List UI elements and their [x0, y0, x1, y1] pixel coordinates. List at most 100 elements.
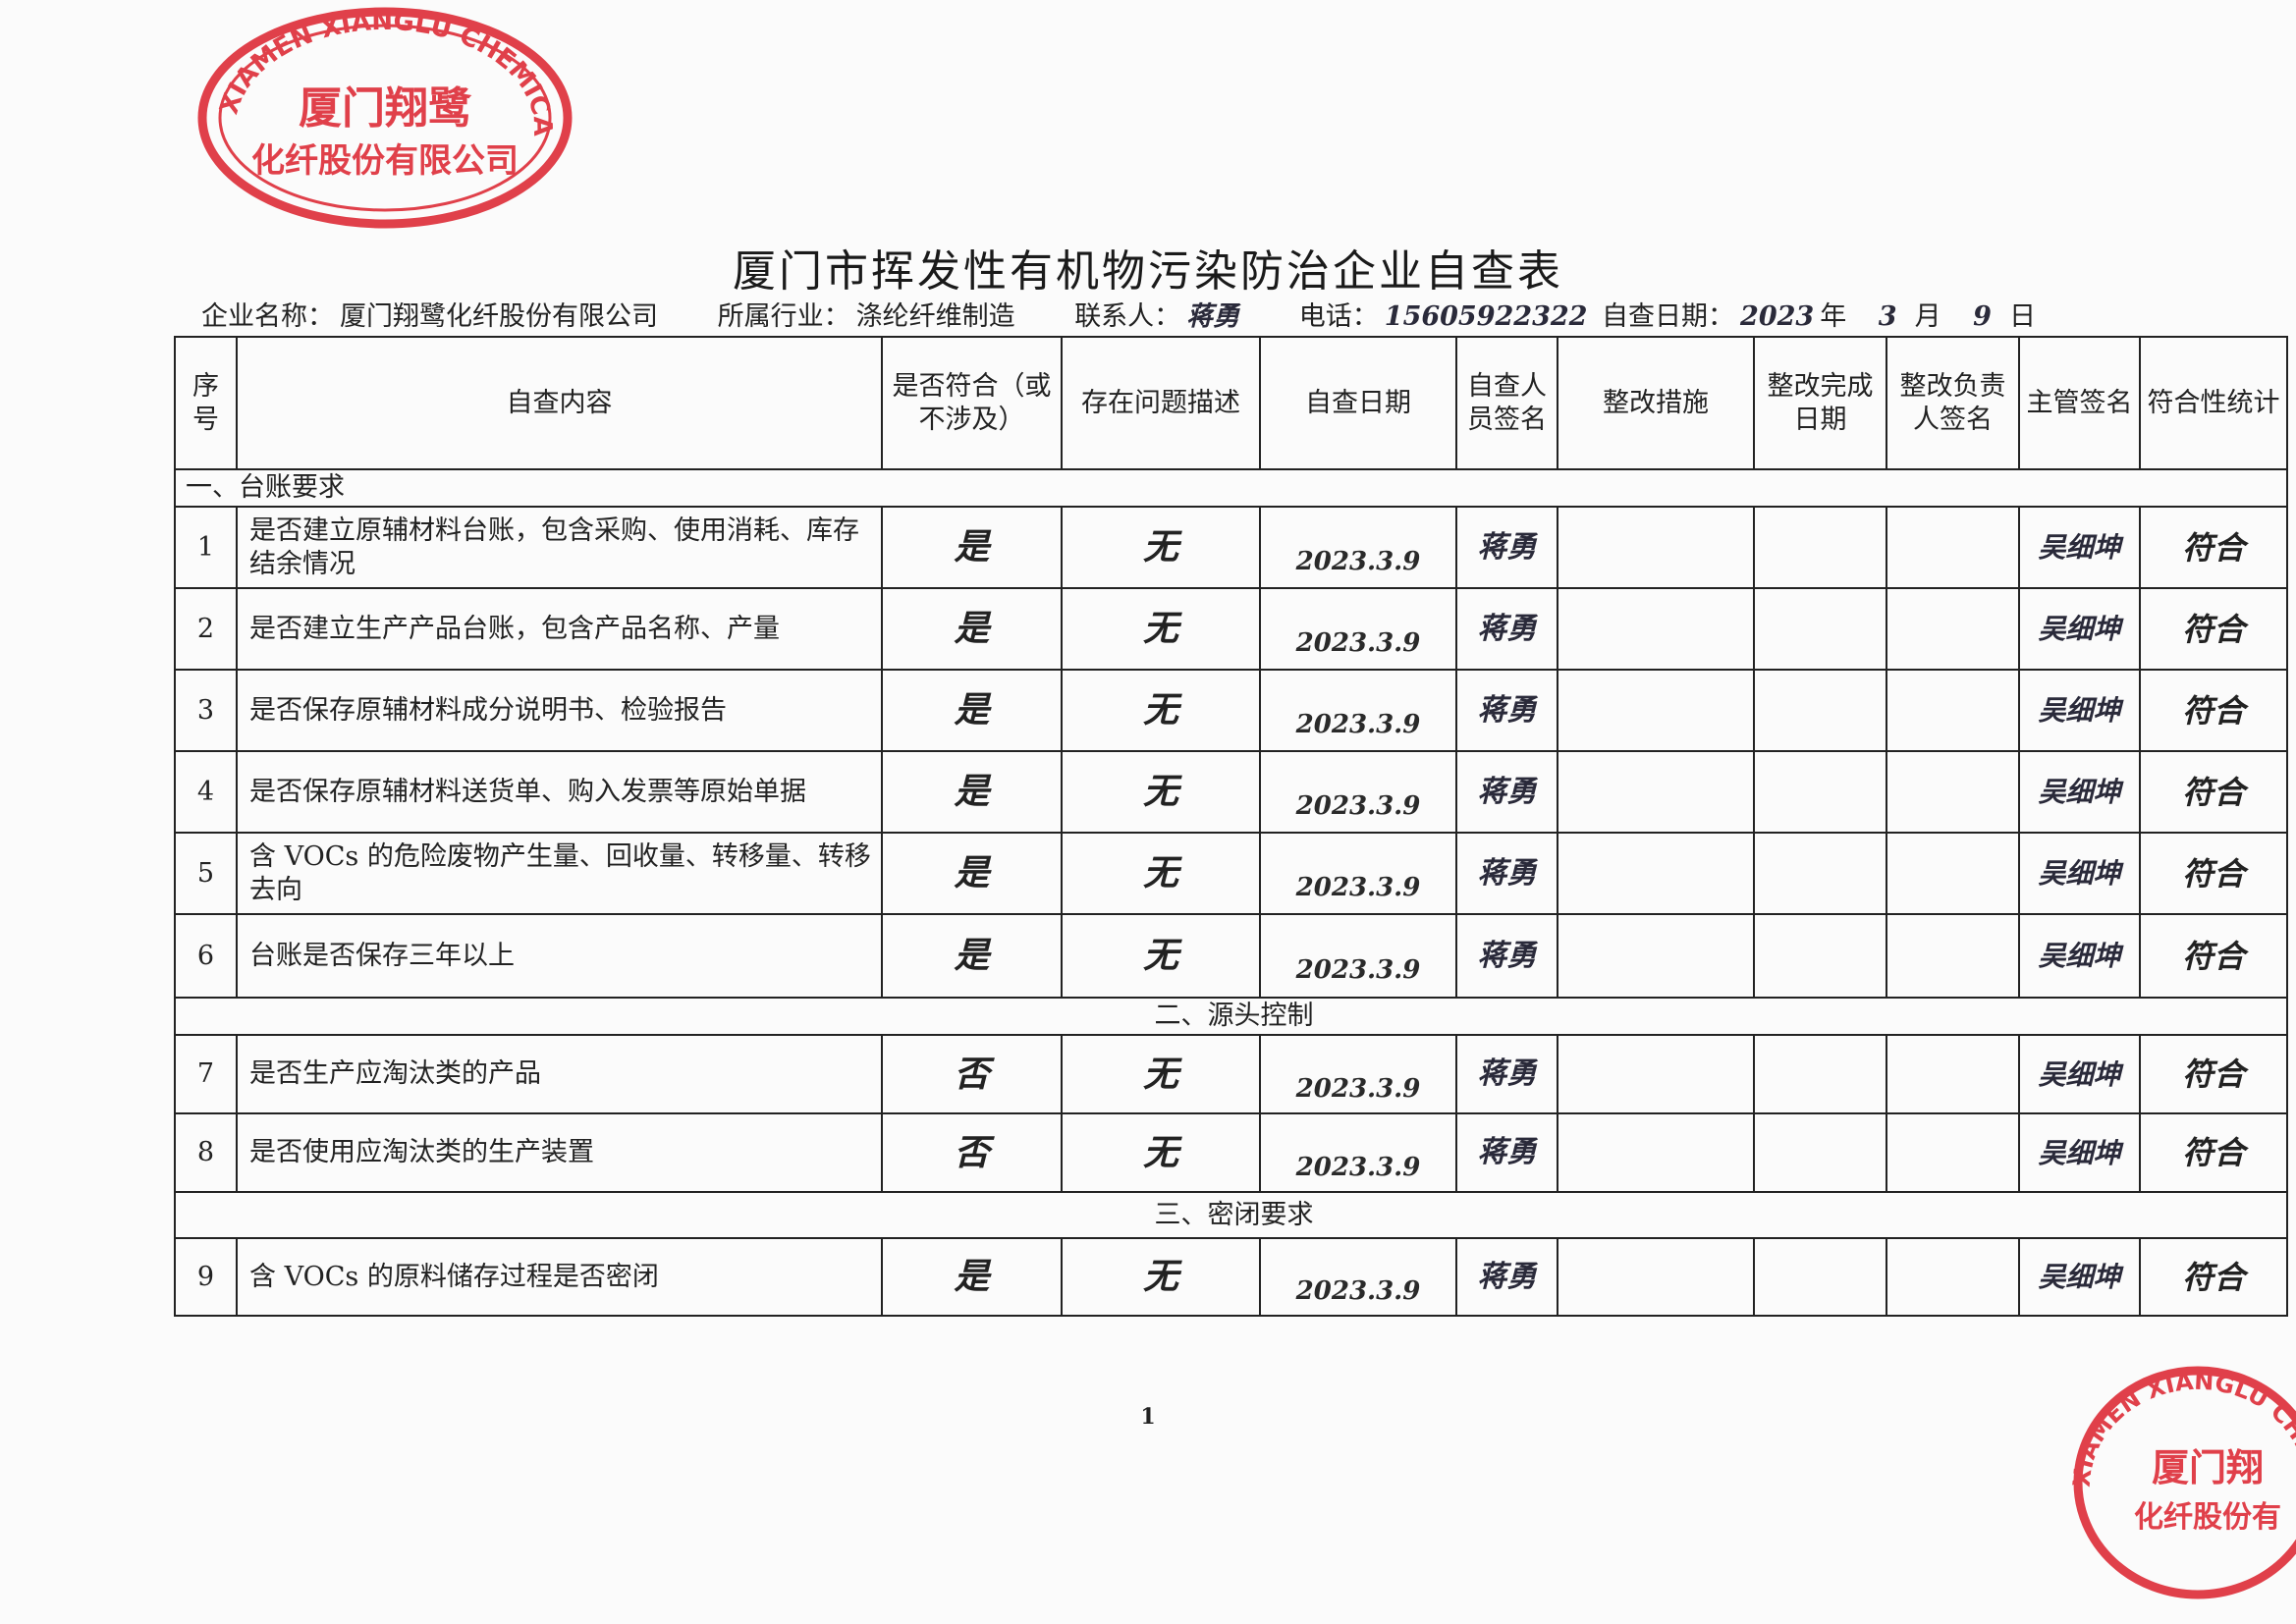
supervisor-signature: 吴细坤	[2018, 832, 2141, 915]
industry-label: 所属行业：	[717, 301, 850, 332]
rectify-complete-date[interactable]	[1753, 587, 1887, 671]
compliance-stat: 符合	[2139, 1112, 2288, 1193]
header-col-owner: 整改负责人签名	[1886, 336, 2020, 470]
item-content: 是否建立原辅材料台账，包含采购、使用消耗、库存结余情况	[236, 506, 883, 589]
compliance-stat: 符合	[2139, 587, 2288, 671]
compliance-stat: 符合	[2139, 669, 2288, 752]
header-col-issue: 存在问题描述	[1061, 336, 1261, 470]
supervisor-signature: 吴细坤	[2018, 913, 2141, 999]
row-number: 8	[174, 1112, 238, 1193]
item-content: 是否建立生产产品台账，包含产品名称、产量	[236, 587, 883, 671]
rectify-measures[interactable]	[1557, 506, 1755, 589]
supervisor-signature: 吴细坤	[2018, 750, 2141, 834]
header-col-content: 自查内容	[236, 336, 883, 470]
rectify-complete-date[interactable]	[1753, 913, 1887, 999]
header-col-no: 序号	[174, 336, 238, 470]
rectify-complete-date[interactable]	[1753, 506, 1887, 589]
check-date: 2023.3.9	[1259, 506, 1457, 589]
supervisor-signature: 吴细坤	[2018, 1237, 2141, 1317]
rectify-complete-date[interactable]	[1753, 1112, 1887, 1193]
section-row: 二、源头控制	[174, 997, 2288, 1036]
company-seal-stamp-partial: XIAMEN XIANGLU CHEMICAL 厦门翔 化纤股份有	[2070, 1365, 2296, 1599]
compliant-mark: 是	[881, 832, 1063, 915]
rectify-measures[interactable]	[1557, 750, 1755, 834]
compliant-mark: 是	[881, 750, 1063, 834]
check-date: 2023.3.9	[1259, 587, 1457, 671]
rectify-measures[interactable]	[1557, 1237, 1755, 1317]
rectify-measures[interactable]	[1557, 1034, 1755, 1114]
company-seal-stamp: XIAMEN XIANGLU CHEMICAL FIBER CO., LTD. …	[196, 6, 573, 229]
rectify-owner-signature[interactable]	[1886, 669, 2020, 752]
compliant-mark: 是	[881, 1237, 1063, 1317]
item-content: 含 VOCs 的危险废物产生量、回收量、转移量、转移去向	[236, 832, 883, 915]
item-content: 含 VOCs 的原料储存过程是否密闭	[236, 1237, 883, 1317]
supervisor-signature: 吴细坤	[2018, 1034, 2141, 1114]
issue-description: 无	[1061, 1112, 1261, 1193]
inspector-signature: 蒋勇	[1455, 669, 1558, 752]
compliance-stat: 符合	[2139, 832, 2288, 915]
supervisor-signature: 吴细坤	[2018, 669, 2141, 752]
table-row: 6 台账是否保存三年以上是无 2023.3.9 蒋勇 吴细坤 符合	[174, 913, 2288, 999]
inspector-signature: 蒋勇	[1455, 1112, 1558, 1193]
item-content: 是否保存原辅材料送货单、购入发票等原始单据	[236, 750, 883, 834]
issue-description: 无	[1061, 669, 1261, 752]
compliant-mark: 是	[881, 669, 1063, 752]
section-label: 一、台账要求	[174, 468, 2288, 508]
rectify-owner-signature[interactable]	[1886, 913, 2020, 999]
row-number: 1	[174, 506, 238, 589]
table-row: 3 是否保存原辅材料成分说明书、检验报告是无 2023.3.9 蒋勇 吴细坤 符合	[174, 669, 2288, 752]
rectify-complete-date[interactable]	[1753, 669, 1887, 752]
issue-description: 无	[1061, 750, 1261, 834]
supervisor-signature: 吴细坤	[2018, 587, 2141, 671]
check-date: 2023.3.9	[1259, 913, 1457, 999]
table-row: 8 是否使用应淘汰类的生产装置否无 2023.3.9 蒋勇 吴细坤 符合	[174, 1112, 2288, 1193]
table-row: 7 是否生产应淘汰类的产品否无 2023.3.9 蒋勇 吴细坤 符合	[174, 1034, 2288, 1114]
rectify-complete-date[interactable]	[1753, 750, 1887, 834]
rectify-complete-date[interactable]	[1753, 1237, 1887, 1317]
contact-label: 联系人：	[1074, 301, 1181, 332]
header-row: 序号 自查内容 是否符合（或不涉及） 存在问题描述 自查日期 自查人员签名 整改措施 整改完成…	[174, 336, 2288, 470]
table-row: 4 是否保存原辅材料送货单、购入发票等原始单据是无 2023.3.9 蒋勇 吴细坤 符合	[174, 750, 2288, 834]
svg-text:化纤股份有限公司: 化纤股份有限公司	[251, 141, 519, 181]
svg-text:厦门翔: 厦门翔	[2152, 1446, 2264, 1489]
rectify-measures[interactable]	[1557, 832, 1755, 915]
rectify-measures[interactable]	[1557, 587, 1755, 671]
date-label: 自查日期：	[1602, 301, 1735, 332]
rectify-owner-signature[interactable]	[1886, 1112, 2020, 1193]
header-col-supervisor: 主管签名	[2018, 336, 2141, 470]
inspector-signature: 蒋勇	[1455, 1034, 1558, 1114]
check-date: 2023.3.9	[1259, 669, 1457, 752]
table-row: 2 是否建立生产产品台账，包含产品名称、产量是无 2023.3.9 蒋勇 吴细坤 符合	[174, 587, 2288, 671]
inspector-signature: 蒋勇	[1455, 587, 1558, 671]
month: 3	[1878, 301, 1897, 332]
rectify-owner-signature[interactable]	[1886, 832, 2020, 915]
check-date: 2023.3.9	[1259, 1237, 1457, 1317]
rectify-owner-signature[interactable]	[1886, 587, 2020, 671]
section-label: 二、源头控制	[174, 997, 2288, 1036]
rectify-measures[interactable]	[1557, 669, 1755, 752]
rectify-owner-signature[interactable]	[1886, 750, 2020, 834]
supervisor-signature: 吴细坤	[2018, 1112, 2141, 1193]
industry: 涤纶纤维制造	[855, 301, 1015, 332]
rectify-measures[interactable]	[1557, 1112, 1755, 1193]
check-date: 2023.3.9	[1259, 750, 1457, 834]
rectify-owner-signature[interactable]	[1886, 506, 2020, 589]
item-content: 台账是否保存三年以上	[236, 913, 883, 999]
compliant-mark: 是	[881, 506, 1063, 589]
company-name: 厦门翔鹭化纤股份有限公司	[340, 301, 658, 332]
header-col-date: 自查日期	[1259, 336, 1457, 470]
rectify-measures[interactable]	[1557, 913, 1755, 999]
rectify-complete-date[interactable]	[1753, 832, 1887, 915]
compliance-stat: 符合	[2139, 913, 2288, 999]
header-col-complete-date: 整改完成日期	[1753, 336, 1887, 470]
rectify-owner-signature[interactable]	[1886, 1034, 2020, 1114]
contact-signature: 蒋勇	[1186, 301, 1240, 332]
section-row: 一、台账要求	[174, 468, 2288, 508]
phone: 15605922322	[1384, 301, 1588, 332]
check-date: 2023.3.9	[1259, 832, 1457, 915]
rectify-complete-date[interactable]	[1753, 1034, 1887, 1114]
rectify-owner-signature[interactable]	[1886, 1237, 2020, 1317]
inspector-signature: 蒋勇	[1455, 1237, 1558, 1317]
